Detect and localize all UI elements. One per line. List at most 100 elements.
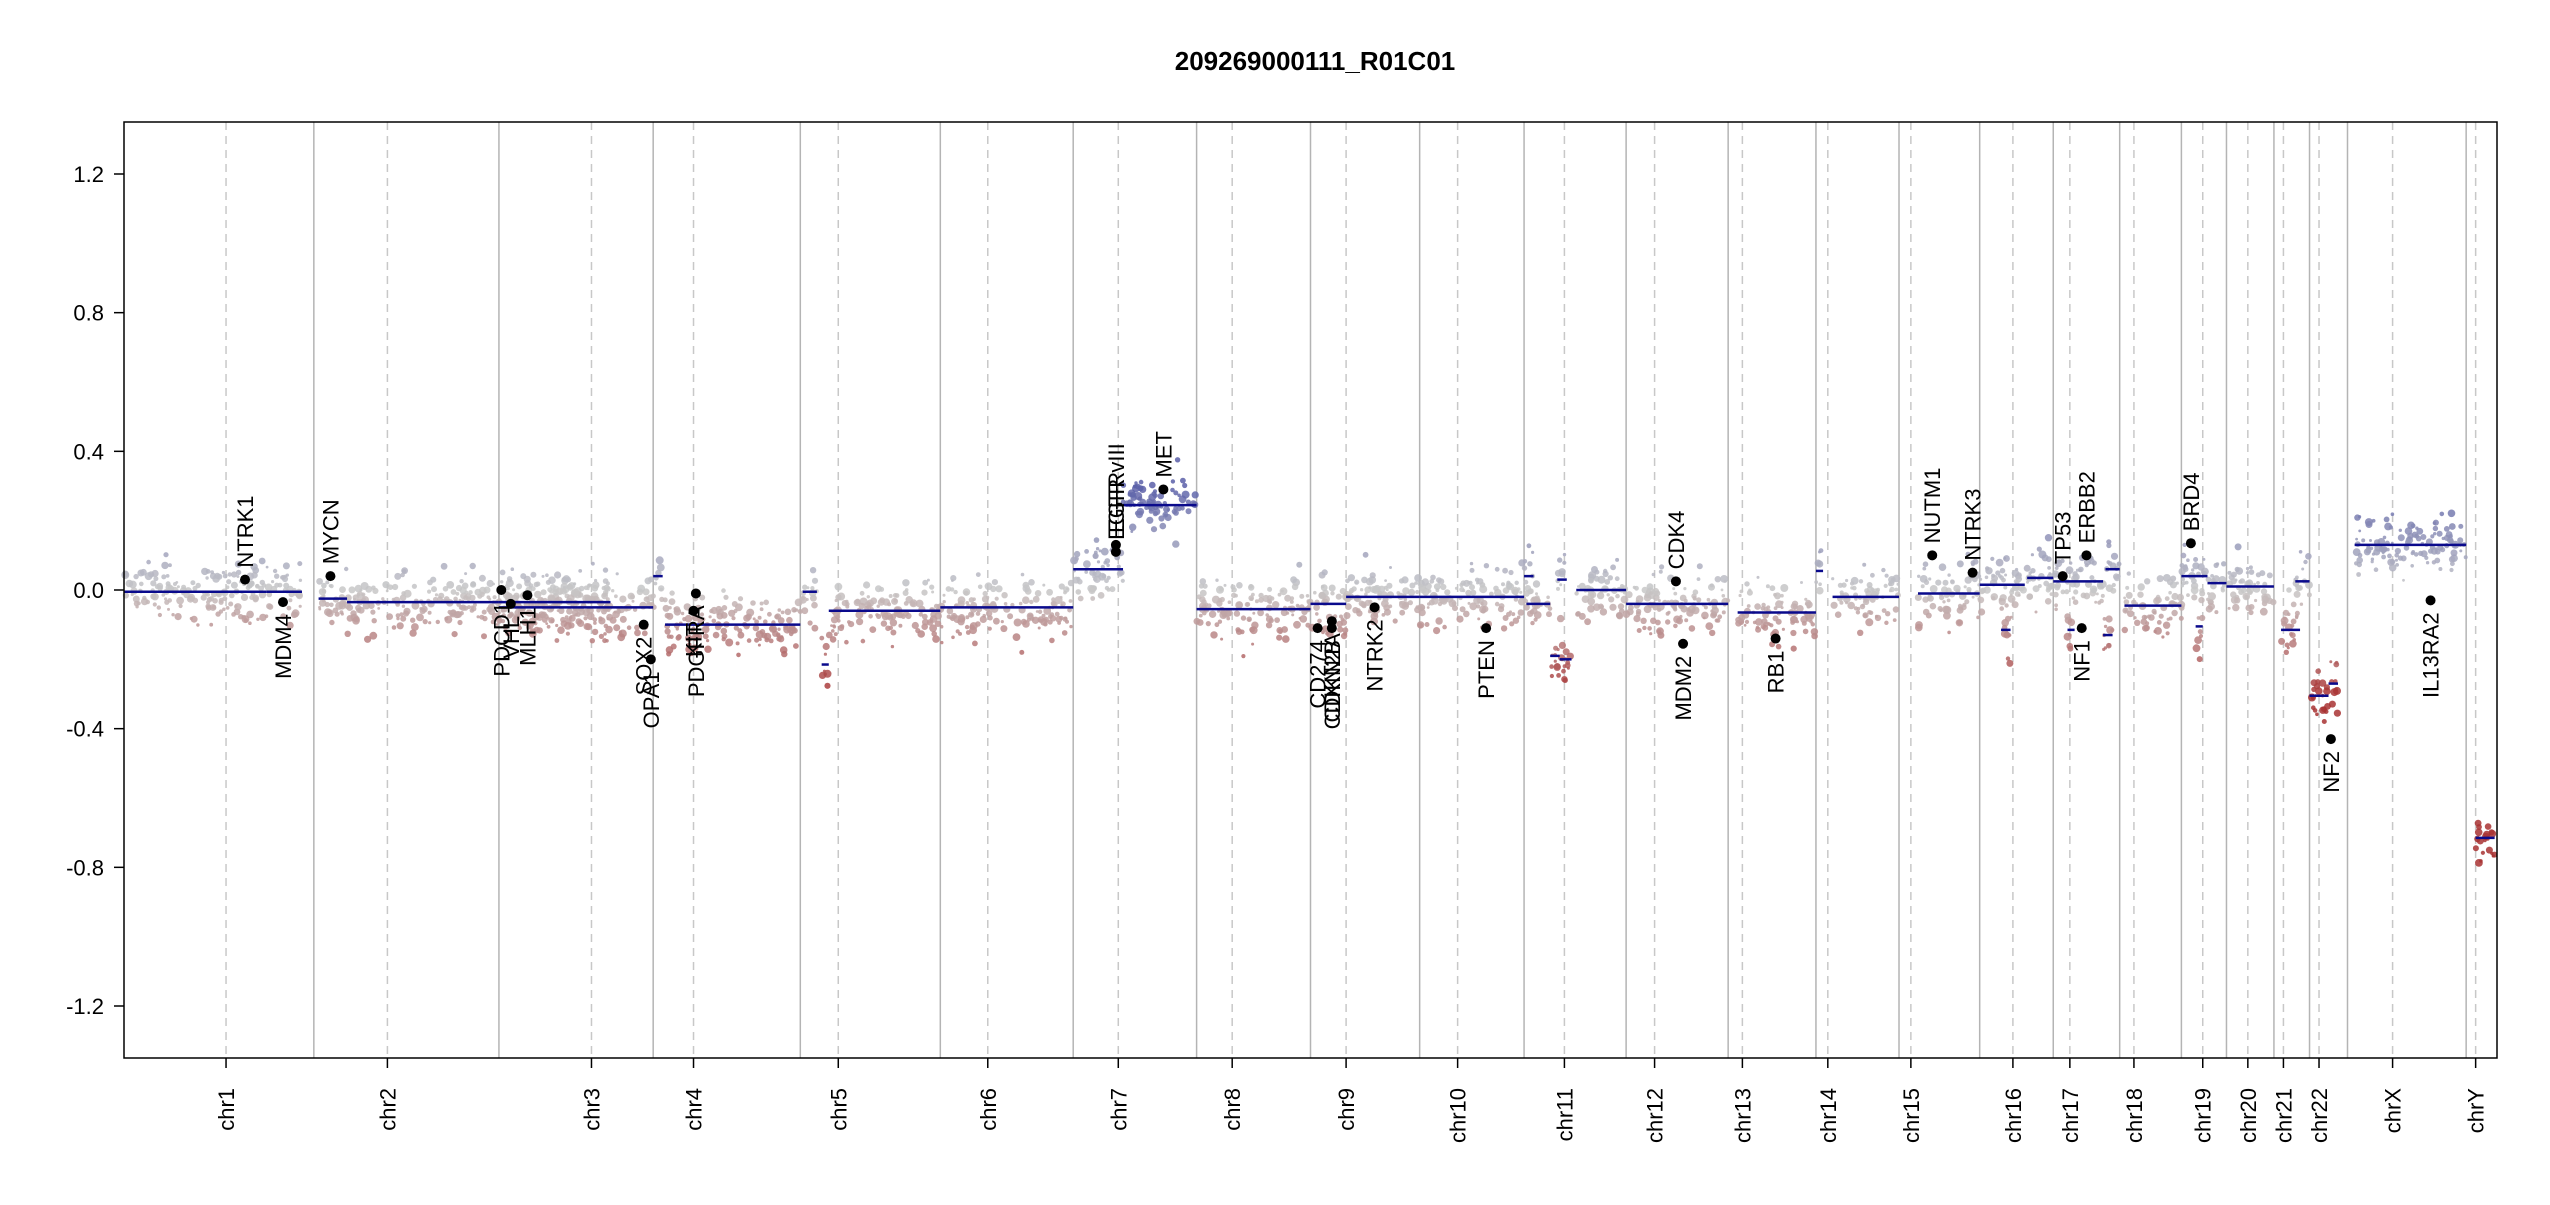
probe-point xyxy=(1714,576,1722,583)
probe-point xyxy=(1915,621,1923,629)
probe-point xyxy=(617,633,626,642)
probe-point xyxy=(915,599,924,608)
probe-point xyxy=(1566,652,1574,660)
probe-point xyxy=(442,586,449,592)
probe-point xyxy=(1456,615,1464,623)
probe-point xyxy=(457,619,463,626)
probe-point xyxy=(520,573,527,580)
probe-point xyxy=(2134,619,2141,626)
probe-point xyxy=(2089,585,2098,594)
probe-point xyxy=(2011,601,2019,609)
probe-point xyxy=(2394,553,2399,558)
x-tick-label: chr1 xyxy=(214,1088,239,1131)
probe-point xyxy=(1519,590,1523,594)
probe-point xyxy=(339,586,346,593)
probe-point xyxy=(1780,600,1784,604)
probe-point xyxy=(357,593,361,597)
probe-point xyxy=(811,624,819,632)
probe-point xyxy=(1775,643,1782,650)
probe-point xyxy=(759,607,764,612)
probe-point xyxy=(1054,596,1063,604)
probe-point xyxy=(2137,583,2145,591)
probe-point xyxy=(1922,608,1930,616)
x-tick-label: chr9 xyxy=(1334,1088,1359,1131)
probe-point xyxy=(370,609,376,615)
probe-point xyxy=(500,580,504,584)
probe-point xyxy=(1565,660,1571,665)
probe-point xyxy=(1305,594,1310,598)
probe-point xyxy=(1291,613,1295,617)
probe-point xyxy=(809,567,817,574)
probe-point xyxy=(841,600,848,607)
y-tick-label: -0.4 xyxy=(66,717,104,742)
probe-point xyxy=(2072,573,2080,581)
probe-point xyxy=(1735,616,1742,624)
probe-point xyxy=(1252,611,1256,615)
probe-point xyxy=(1219,611,1228,619)
probe-point xyxy=(985,610,993,617)
probe-point xyxy=(1790,629,1797,637)
probe-point xyxy=(435,619,440,625)
probe-point xyxy=(1409,582,1416,589)
probe-point xyxy=(1800,615,1808,624)
probe-point xyxy=(1655,619,1661,626)
probe-point xyxy=(859,590,865,596)
probe-point xyxy=(329,602,334,608)
probe-point xyxy=(1666,600,1670,604)
probe-point xyxy=(1955,619,1964,627)
probe-point xyxy=(1257,609,1264,617)
probe-point xyxy=(2004,615,2012,622)
probe-point xyxy=(2123,599,2130,605)
probe-point xyxy=(1240,615,1247,621)
probe-point xyxy=(2212,578,2216,583)
probe-point xyxy=(824,682,831,689)
probe-point xyxy=(298,578,303,582)
probe-point xyxy=(853,599,861,607)
probe-point xyxy=(950,612,958,620)
probe-point xyxy=(2245,571,2249,575)
x-tick-label: chr13 xyxy=(1730,1088,1755,1143)
probe-point xyxy=(215,611,221,617)
probe-point xyxy=(2190,586,2199,595)
probe-point xyxy=(1686,607,1691,612)
probe-point xyxy=(609,616,617,624)
probe-point xyxy=(2060,589,2066,595)
probe-point xyxy=(675,627,679,631)
probe-point xyxy=(1330,591,1335,596)
probe-point xyxy=(860,638,866,644)
probe-point xyxy=(1477,617,1481,621)
probe-point xyxy=(1476,604,1481,609)
probe-point xyxy=(1703,605,1708,610)
probe-point xyxy=(1780,584,1789,592)
probe-point xyxy=(1990,556,1995,562)
probe-point xyxy=(963,590,969,596)
probe-point xyxy=(2373,548,2381,556)
gene-point xyxy=(496,585,507,595)
probe-point xyxy=(602,578,609,584)
probe-point xyxy=(1796,605,1804,613)
probe-point xyxy=(2069,581,2077,588)
probe-point xyxy=(455,584,463,592)
probe-point xyxy=(1268,600,1273,604)
probe-point xyxy=(186,595,195,603)
probe-point xyxy=(271,580,275,584)
probe-point xyxy=(2162,621,2171,629)
probe-point xyxy=(1317,618,1322,624)
probe-point xyxy=(2315,668,2321,674)
probe-point xyxy=(205,605,212,611)
probe-point xyxy=(1170,479,1176,484)
probe-point xyxy=(721,637,726,642)
probe-point xyxy=(1265,613,1269,617)
probe-point xyxy=(391,625,397,630)
probe-point xyxy=(1054,611,1060,617)
probe-point xyxy=(1884,573,1889,578)
probe-point xyxy=(2064,589,2070,595)
probe-point xyxy=(819,635,825,641)
probe-point xyxy=(939,624,944,629)
probe-point xyxy=(247,580,255,587)
probe-point xyxy=(2432,525,2439,532)
probe-point xyxy=(2179,563,2185,568)
probe-point xyxy=(575,608,579,612)
probe-point xyxy=(517,608,526,616)
